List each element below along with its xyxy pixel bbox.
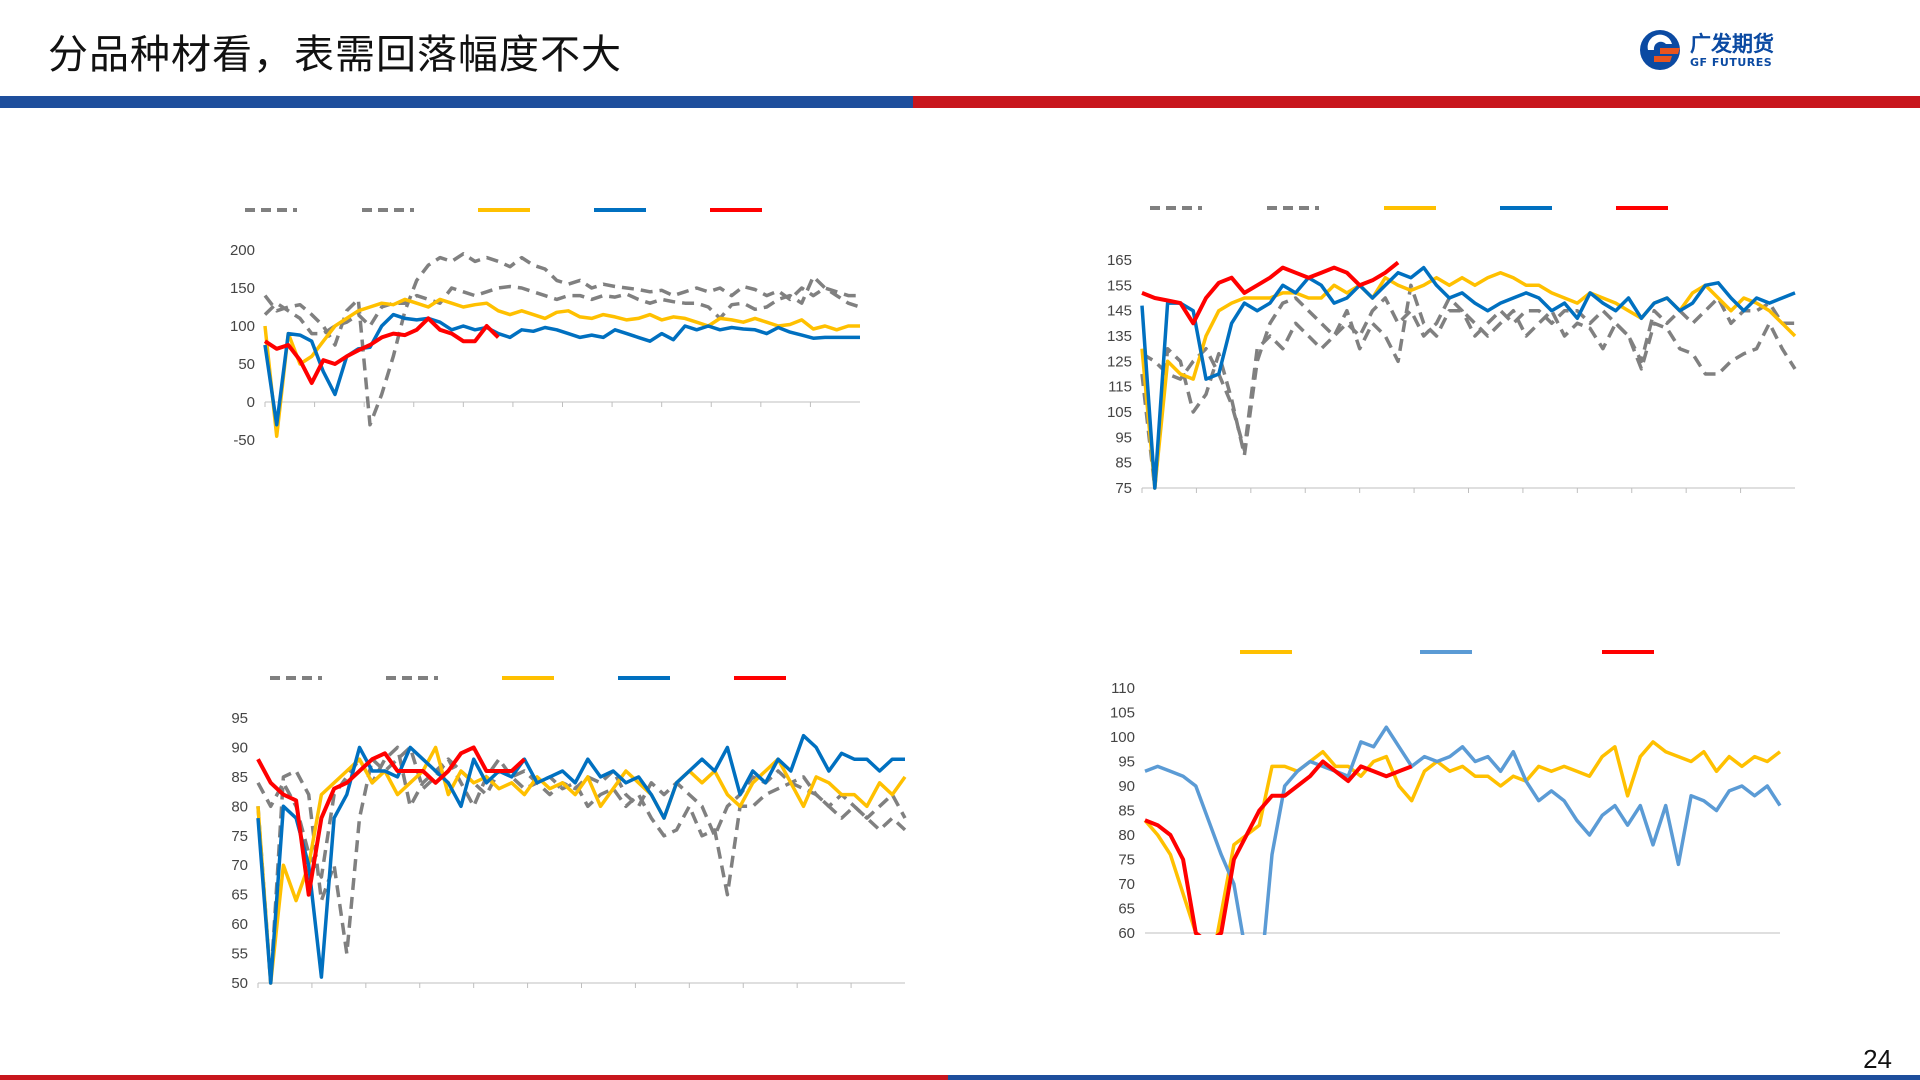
y-tick-label: 115 [1108,379,1132,396]
series-line-2024年 [1144,725,1782,935]
y-tick-label: 70 [1118,876,1135,893]
y-tick-label: 105 [1107,404,1132,421]
y-tick-label: 70 [231,857,248,874]
y-tick-label: 95 [231,710,248,727]
series-line-2025年 [1144,759,1413,935]
series-line-2025 [256,745,526,897]
page-number: 24 [1863,1044,1892,1074]
series-line-2024 [263,312,860,427]
y-tick-label: 150 [230,280,255,297]
series-line-2024 [1140,265,1796,490]
wire-rod-demand-chart: -50 0 50 100 150 200 [230,208,861,449]
footer-divider-blue [948,1075,1920,1080]
header-divider-red [913,96,1920,108]
header-divider-blue [0,96,913,108]
y-tick-label: 155 [1107,277,1132,294]
series-line-2024 [256,733,905,985]
y-tick-label: 85 [231,769,248,786]
y-tick-label: 75 [231,828,248,845]
series-line-2023 [263,297,860,438]
y-tick-label: 100 [1110,729,1135,746]
y-tick-label: 75 [1115,480,1132,497]
y-tick-label: 105 [1110,705,1135,722]
series-line-2021 [1141,283,1797,452]
y-tick-label: 200 [230,242,255,259]
footer-divider-red [0,1075,948,1080]
y-tick-label: 90 [231,739,248,756]
y-tick-label: 55 [231,946,248,963]
y-tick-label: 85 [1115,455,1132,472]
series-line-2022 [1140,296,1795,490]
y-tick-label: 50 [238,356,255,373]
y-tick-label: 135 [1107,328,1132,345]
y-tick-label: 50 [231,975,248,992]
y-tick-label: 125 [1107,353,1132,370]
y-tick-label: 90 [1118,778,1135,795]
series-line-2023年 [1143,740,1782,935]
y-tick-label: 85 [1118,803,1135,820]
gf-logo-icon [1640,30,1680,70]
y-tick-label: 75 [1118,852,1135,869]
galvanized-demand-chart: 60 65 70 75 80 85 90 95 100 105 110 [1110,650,1782,942]
y-tick-label: -50 [233,432,255,449]
page-title: 分品种材看，表需回落幅度不大 [48,32,622,78]
series-line-2021 [256,745,907,985]
y-tick-label: 80 [1118,827,1135,844]
y-tick-label: 110 [1111,680,1135,697]
y-tick-label: 65 [1118,901,1135,918]
y-tick-label: 145 [1107,303,1132,320]
y-tick-label: 80 [231,798,248,815]
cold-rolled-demand-chart: 50 55 60 65 70 75 80 85 90 95 [231,676,907,992]
series-line-2025 [1141,260,1400,326]
y-tick-label: 95 [1118,754,1135,771]
logo-text-en: GF FUTURES [1690,56,1773,69]
logo-text-cn: 广发期货 [1690,32,1774,56]
y-tick-label: 100 [230,318,255,335]
y-tick-label: 165 [1107,252,1132,269]
y-tick-label: 60 [231,916,248,933]
series-line-2021 [263,252,860,427]
series-line-2022 [263,274,861,336]
y-tick-label: 65 [231,887,248,904]
y-tick-label: 0 [247,394,255,411]
series-line-2023 [256,745,907,985]
series-line-2025 [263,316,500,385]
plate-demand-chart: 75 85 95 105 115 125 135 145 155 165 [1107,206,1797,497]
company-logo: 广发期货 GF FUTURES [1638,26,1788,74]
y-tick-label: 60 [1118,925,1135,942]
series-line-2023 [1140,270,1797,490]
y-tick-label: 95 [1115,429,1132,446]
